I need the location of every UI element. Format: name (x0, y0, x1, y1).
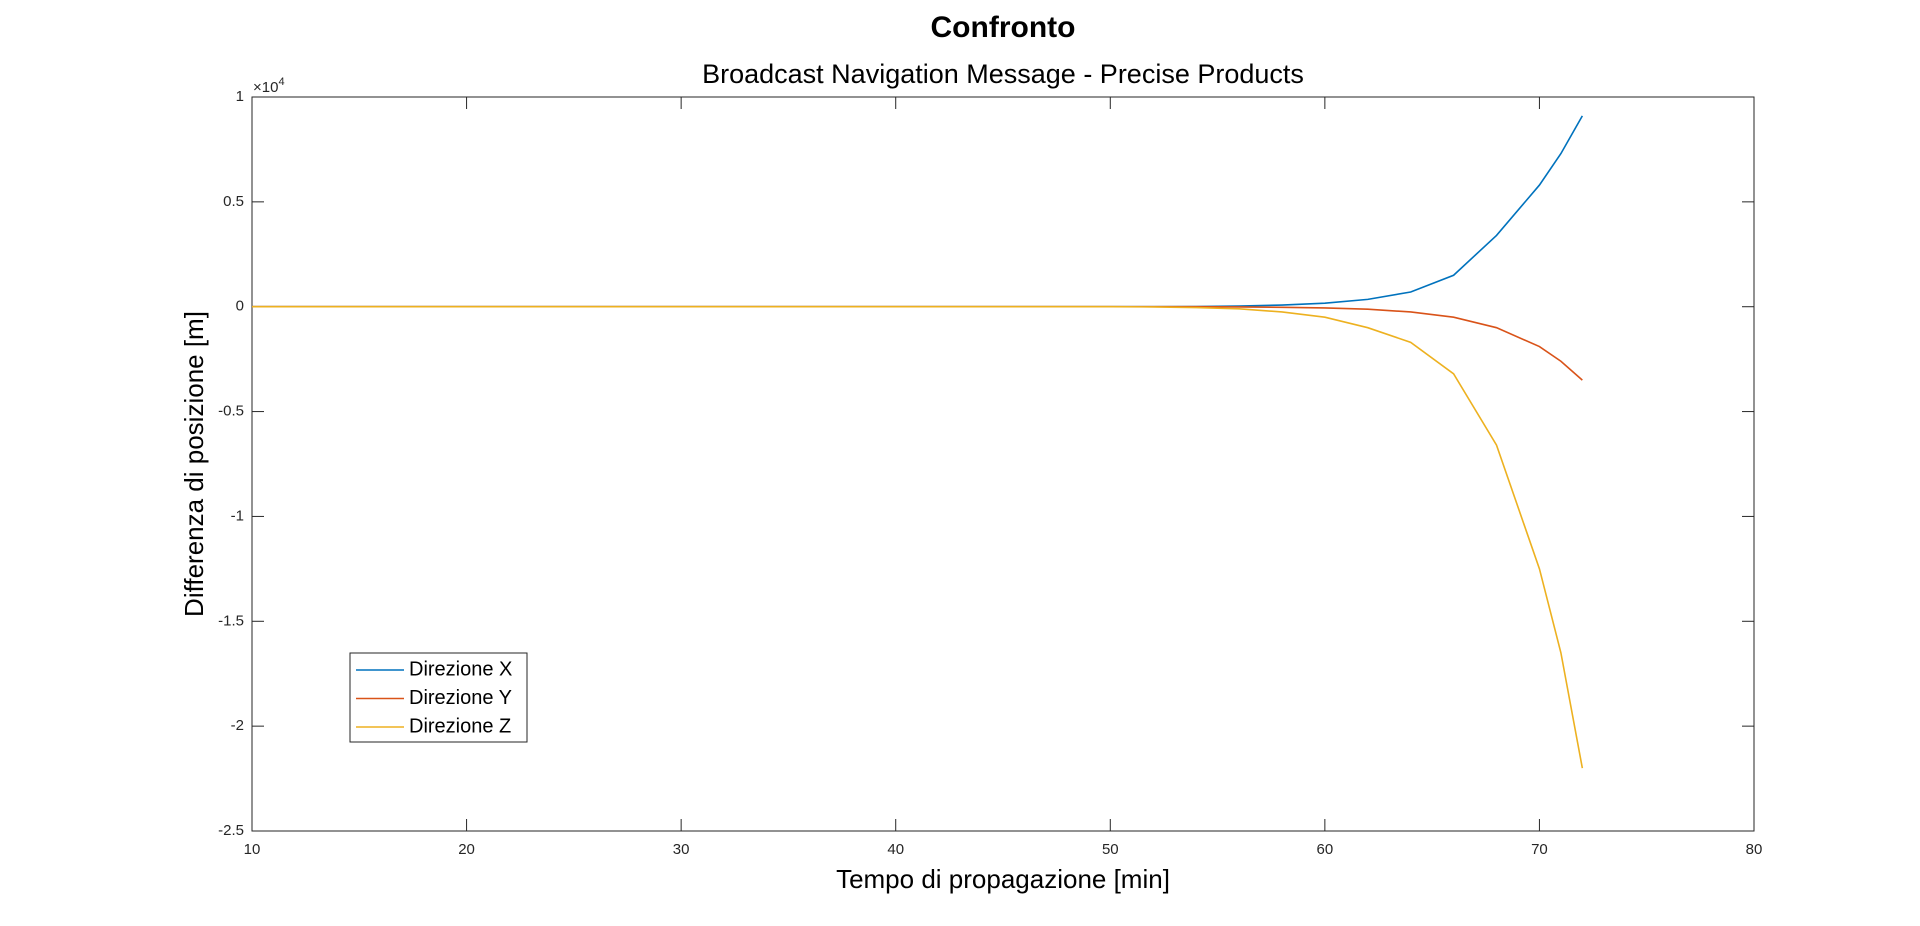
y-tick-label: -0.5 (218, 403, 244, 420)
x-tick-label: 50 (1102, 841, 1119, 858)
x-tick-label: 70 (1531, 841, 1548, 858)
y-tick-label: -1.5 (218, 612, 244, 629)
multiplier-base: ×10 (253, 79, 278, 96)
y-axis-label: Differenza di posizione [m] (179, 311, 209, 617)
legend-box (349, 652, 528, 743)
chart-subtitle: Broadcast Navigation Message - Precise P… (702, 59, 1304, 89)
legend-label: Direzione X (409, 658, 512, 680)
multiplier-exponent: 4 (278, 76, 284, 88)
series-line (252, 305, 1583, 381)
chart-title: Confronto (931, 11, 1076, 44)
x-tick-label: 30 (673, 841, 690, 858)
legend-label: Direzione Z (409, 715, 511, 737)
y-tick-label: -2.5 (218, 822, 244, 839)
y-multiplier: ×104 (253, 76, 285, 96)
plot-frame (251, 96, 1755, 832)
y-tick-label: 1 (236, 88, 244, 105)
y-tick-label: 0.5 (223, 193, 244, 210)
x-tick-label: 60 (1317, 841, 1334, 858)
legend-label: Direzione Y (409, 687, 512, 709)
x-tick-label: 10 (244, 841, 261, 858)
series-line (252, 115, 1584, 308)
x-tick-label: 40 (887, 841, 904, 858)
x-tick-label: 80 (1746, 841, 1763, 858)
series-line (252, 305, 1584, 769)
y-tick-label: -1 (231, 507, 244, 524)
x-tick-label: 20 (458, 841, 475, 858)
y-tick-label: -2 (231, 717, 244, 734)
x-axis-label: Tempo di propagazione [min] (836, 864, 1170, 894)
y-tick-label: 0 (236, 298, 244, 315)
